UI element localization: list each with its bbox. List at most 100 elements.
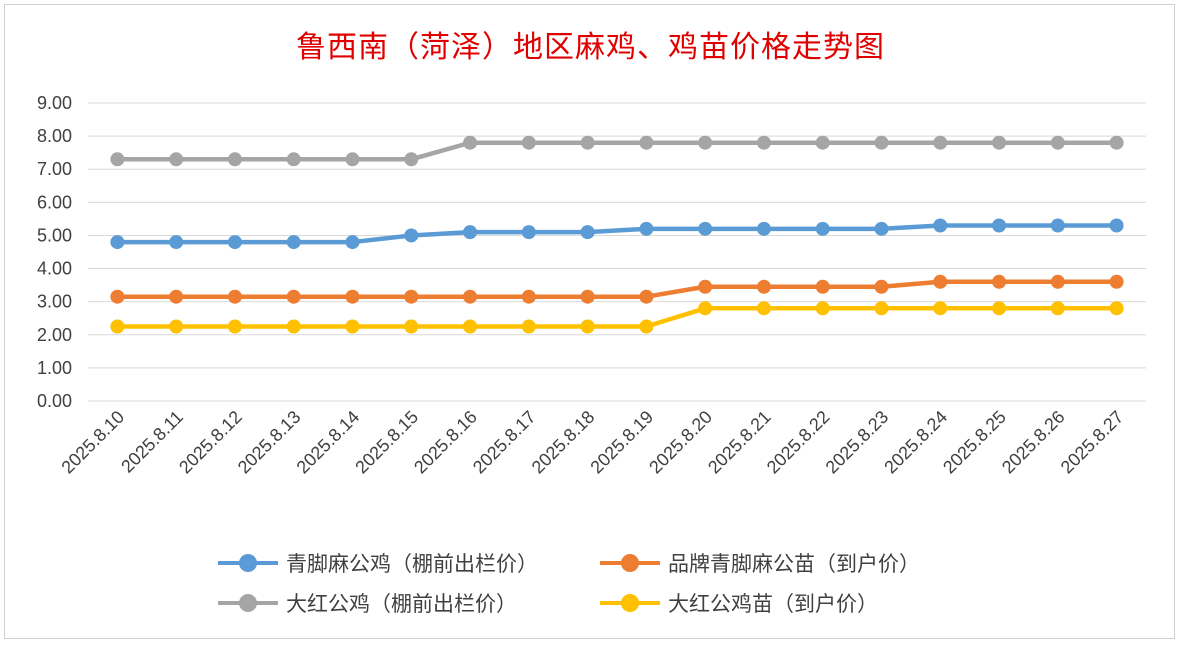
series-0 [110, 218, 1124, 250]
series-2 [110, 135, 1124, 167]
legend-label: 大红公鸡（棚前出栏价） [286, 592, 517, 616]
data-point [933, 301, 948, 316]
y-axis-ticks: 0.00 1.00 2.00 3.00 4.00 5.00 6.00 7.00 8.00 9.00 [37, 93, 72, 411]
data-point [698, 279, 713, 294]
data-point [874, 135, 889, 150]
data-point [1109, 218, 1124, 233]
x-tick-label: 2025.8.12 [175, 407, 246, 478]
x-axis-ticks: 2025.8.102025.8.112025.8.122025.8.132025… [57, 407, 1127, 478]
data-point [169, 319, 184, 334]
x-tick-label: 2025.8.26 [998, 407, 1069, 478]
legend-label: 青脚麻公鸡（棚前出栏价） [286, 552, 538, 576]
data-point [639, 221, 654, 236]
legend-swatch [600, 551, 660, 575]
data-point [110, 319, 125, 334]
data-point [404, 152, 419, 167]
data-point [227, 152, 242, 167]
data-point [345, 319, 360, 334]
data-point [992, 218, 1007, 233]
x-tick-label: 2025.8.17 [469, 407, 540, 478]
data-point [463, 289, 478, 304]
data-point [521, 289, 536, 304]
data-point [227, 319, 242, 334]
data-point [169, 289, 184, 304]
data-point [933, 274, 948, 289]
legend-swatch [218, 591, 278, 615]
series-3 [110, 301, 1124, 334]
x-tick-label: 2025.8.18 [528, 407, 599, 478]
data-point [286, 319, 301, 334]
y-tick-label: 4.00 [37, 259, 72, 279]
data-point [110, 152, 125, 167]
x-tick-label: 2025.8.25 [939, 407, 1010, 478]
data-point [874, 279, 889, 294]
data-point [933, 218, 948, 233]
y-tick-label: 1.00 [37, 358, 72, 378]
data-point [227, 235, 242, 250]
data-point [639, 319, 654, 334]
series-1 [110, 274, 1124, 304]
data-point [639, 135, 654, 150]
legend-item-series-1: 品牌青脚麻公苗（到户价） [600, 548, 920, 578]
y-tick-label: 8.00 [37, 126, 72, 146]
y-tick-label: 3.00 [37, 292, 72, 312]
data-point [521, 135, 536, 150]
data-point [756, 135, 771, 150]
data-point [580, 319, 595, 334]
x-tick-label: 2025.8.21 [704, 407, 775, 478]
data-point [463, 225, 478, 240]
series-line [117, 279, 1117, 299]
data-point [169, 235, 184, 250]
legend-swatch [600, 591, 660, 615]
data-point [345, 235, 360, 250]
data-point [345, 289, 360, 304]
y-tick-label: 0.00 [37, 391, 72, 411]
data-point [698, 135, 713, 150]
data-point [874, 301, 889, 316]
data-point [404, 228, 419, 243]
data-point [992, 274, 1007, 289]
y-tick-label: 6.00 [37, 192, 72, 212]
data-point [463, 135, 478, 150]
y-tick-label: 7.00 [37, 159, 72, 179]
x-tick-label: 2025.8.13 [234, 407, 305, 478]
data-point [815, 301, 830, 316]
x-tick-label: 2025.8.16 [410, 407, 481, 478]
x-tick-label: 2025.8.27 [1057, 407, 1128, 478]
x-tick-label: 2025.8.22 [763, 407, 834, 478]
series-line [117, 223, 1117, 245]
data-point [815, 279, 830, 294]
legend-item-series-2: 大红公鸡（棚前出栏价） [218, 588, 517, 618]
data-point [110, 289, 125, 304]
x-tick-label: 2025.8.23 [822, 407, 893, 478]
data-point [404, 319, 419, 334]
data-point [1109, 301, 1124, 316]
series-line [117, 140, 1117, 162]
data-point [815, 221, 830, 236]
data-point [992, 301, 1007, 316]
legend-item-series-0: 青脚麻公鸡（棚前出栏价） [218, 548, 538, 578]
data-point [521, 225, 536, 240]
data-point [1109, 135, 1124, 150]
data-point [1050, 274, 1065, 289]
data-point [1109, 274, 1124, 289]
legend-label: 品牌青脚麻公苗（到户价） [668, 552, 920, 576]
data-point [580, 135, 595, 150]
data-point [1050, 218, 1065, 233]
data-point [227, 289, 242, 304]
x-tick-label: 2025.8.10 [57, 407, 128, 478]
x-tick-label: 2025.8.15 [351, 407, 422, 478]
data-point [639, 289, 654, 304]
legend-item-series-3: 大红公鸡苗（到户价） [600, 588, 878, 618]
data-point [756, 221, 771, 236]
data-point [698, 221, 713, 236]
chart-title: 鲁西南（菏泽）地区麻鸡、鸡苗价格走势图 [296, 30, 885, 65]
x-tick-label: 2025.8.19 [586, 407, 657, 478]
data-point [1050, 135, 1065, 150]
data-point [756, 279, 771, 294]
data-point [933, 135, 948, 150]
x-tick-label: 2025.8.14 [293, 407, 364, 478]
data-point [169, 152, 184, 167]
data-point [756, 301, 771, 316]
data-point [521, 319, 536, 334]
